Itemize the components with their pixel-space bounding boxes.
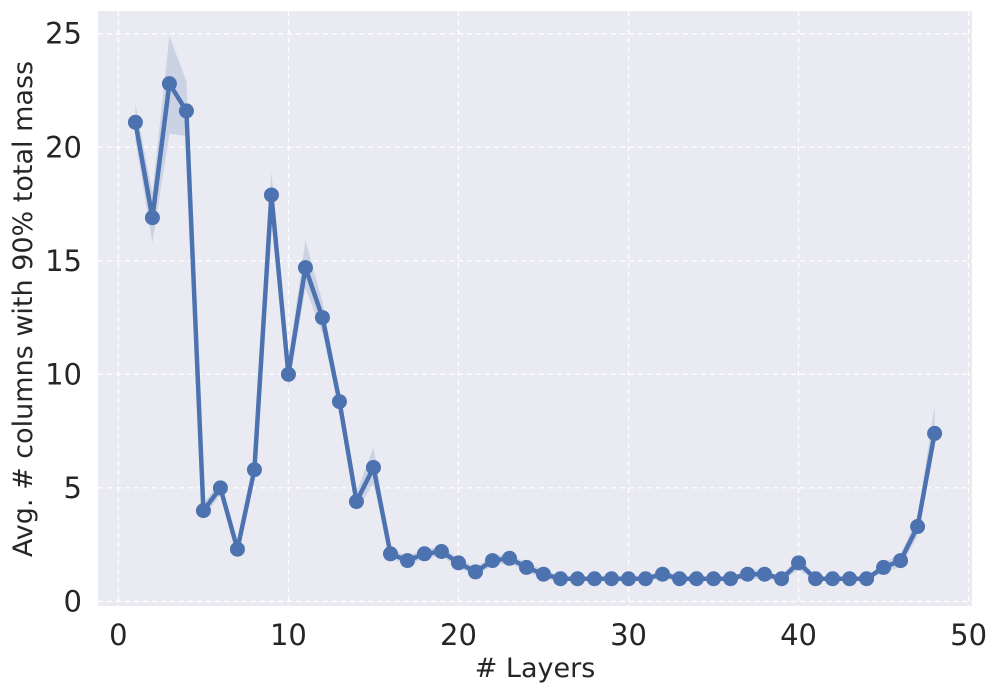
data-point xyxy=(655,566,671,582)
data-point xyxy=(433,543,449,559)
data-point xyxy=(859,571,875,587)
data-point xyxy=(416,546,432,562)
data-point xyxy=(178,103,194,119)
y-tick-label: 20 xyxy=(45,130,82,164)
data-point xyxy=(587,571,603,587)
y-tick-label: 15 xyxy=(45,244,82,278)
data-point xyxy=(604,571,620,587)
data-point xyxy=(297,260,313,276)
x-axis-ticks: 0 10 20 30 40 50 xyxy=(109,618,987,652)
data-point xyxy=(195,503,211,519)
data-point xyxy=(842,571,858,587)
data-point xyxy=(757,566,773,582)
data-point xyxy=(723,571,739,587)
data-point xyxy=(229,541,245,557)
data-point xyxy=(536,566,552,582)
data-point xyxy=(144,210,160,226)
data-point xyxy=(570,571,586,587)
data-point xyxy=(127,114,143,130)
plot-background xyxy=(98,11,972,606)
data-point xyxy=(927,425,943,441)
data-point xyxy=(518,559,534,575)
data-point xyxy=(706,571,722,587)
data-point xyxy=(331,394,347,410)
data-point xyxy=(825,571,841,587)
y-axis-label: Avg. # columns with 90% total mass xyxy=(8,61,39,557)
data-point xyxy=(246,462,262,478)
y-tick-label: 5 xyxy=(64,471,82,505)
data-point xyxy=(263,187,279,203)
y-tick-label: 0 xyxy=(64,584,82,618)
y-tick-label: 25 xyxy=(45,17,82,51)
data-point xyxy=(212,480,228,496)
x-tick-label: 50 xyxy=(950,618,987,652)
x-tick-label: 30 xyxy=(610,618,647,652)
data-point xyxy=(314,310,330,326)
data-point xyxy=(893,553,909,569)
data-point xyxy=(621,571,637,587)
data-point xyxy=(689,571,705,587)
data-point xyxy=(672,571,688,587)
grid-lines xyxy=(98,11,972,606)
data-point xyxy=(467,564,483,580)
data-point xyxy=(280,366,296,382)
x-tick-label: 0 xyxy=(109,618,127,652)
data-point xyxy=(808,571,824,587)
x-tick-label: 10 xyxy=(270,618,307,652)
data-point xyxy=(484,553,500,569)
data-point xyxy=(553,571,569,587)
data-point xyxy=(161,76,177,92)
data-point xyxy=(348,494,364,510)
data-point xyxy=(382,546,398,562)
data-point xyxy=(365,459,381,475)
data-point xyxy=(638,571,654,587)
data-point xyxy=(450,555,466,571)
y-tick-label: 10 xyxy=(45,357,82,391)
data-point xyxy=(791,555,807,571)
data-point xyxy=(876,559,892,575)
data-point xyxy=(910,519,926,535)
x-tick-label: 20 xyxy=(440,618,477,652)
data-point xyxy=(774,571,790,587)
x-axis-label: # Layers xyxy=(475,653,596,684)
y-axis-ticks: 0 5 10 15 20 25 xyxy=(45,17,82,619)
x-tick-label: 40 xyxy=(780,618,817,652)
series-points xyxy=(127,76,943,587)
data-point xyxy=(501,550,517,566)
data-point xyxy=(399,553,415,569)
data-point xyxy=(740,566,756,582)
